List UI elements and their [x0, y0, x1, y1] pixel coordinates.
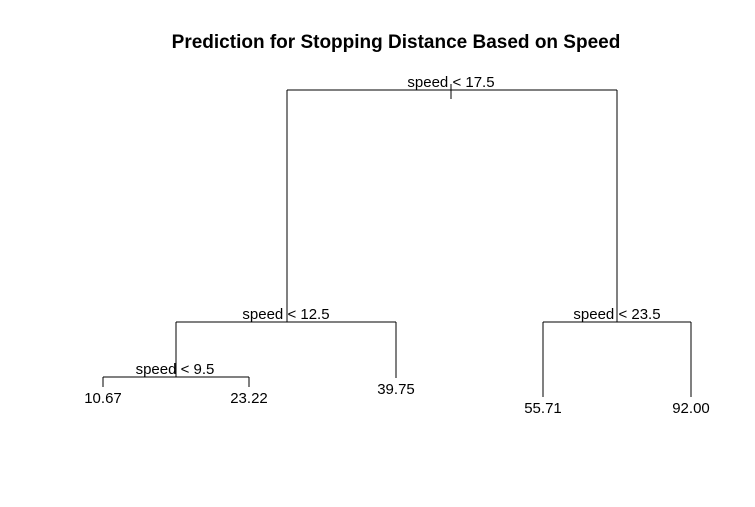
left-split: speed < 12.5 [175, 306, 397, 378]
left-left-split-label: speed < 9.5 [136, 361, 215, 378]
diagram-title: Prediction for Stopping Distance Based o… [172, 32, 621, 53]
root-split: speed < 17.5 [286, 74, 618, 322]
leaf-value: 92.00 [672, 400, 710, 417]
left-split-label: speed < 12.5 [242, 306, 329, 323]
leaf-value: 23.22 [230, 390, 268, 407]
left-left-split: speed < 9.5 [102, 361, 250, 387]
right-split: speed < 23.5 [542, 306, 692, 397]
root-split-label: speed < 17.5 [407, 74, 494, 91]
leaf-value: 39.75 [377, 381, 415, 398]
leaf-value: 10.67 [84, 390, 122, 407]
leaf-value: 55.71 [524, 400, 562, 417]
right-split-label: speed < 23.5 [573, 306, 660, 323]
